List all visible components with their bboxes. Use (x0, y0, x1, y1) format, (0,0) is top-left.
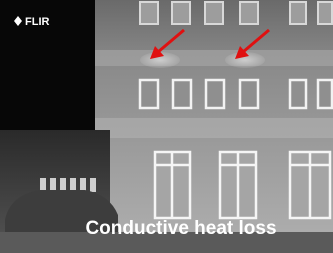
page: {"logo": {"text": "FLIR"}, "caption": "C… (0, 0, 333, 253)
window-row-bottom (155, 152, 330, 218)
warm-band (95, 118, 333, 138)
warm-band (95, 50, 333, 66)
thermal-image: FLIR Conductive heat loss (0, 0, 333, 253)
logo-text: FLIR (25, 16, 49, 28)
caption: Conductive heat loss (85, 218, 276, 239)
